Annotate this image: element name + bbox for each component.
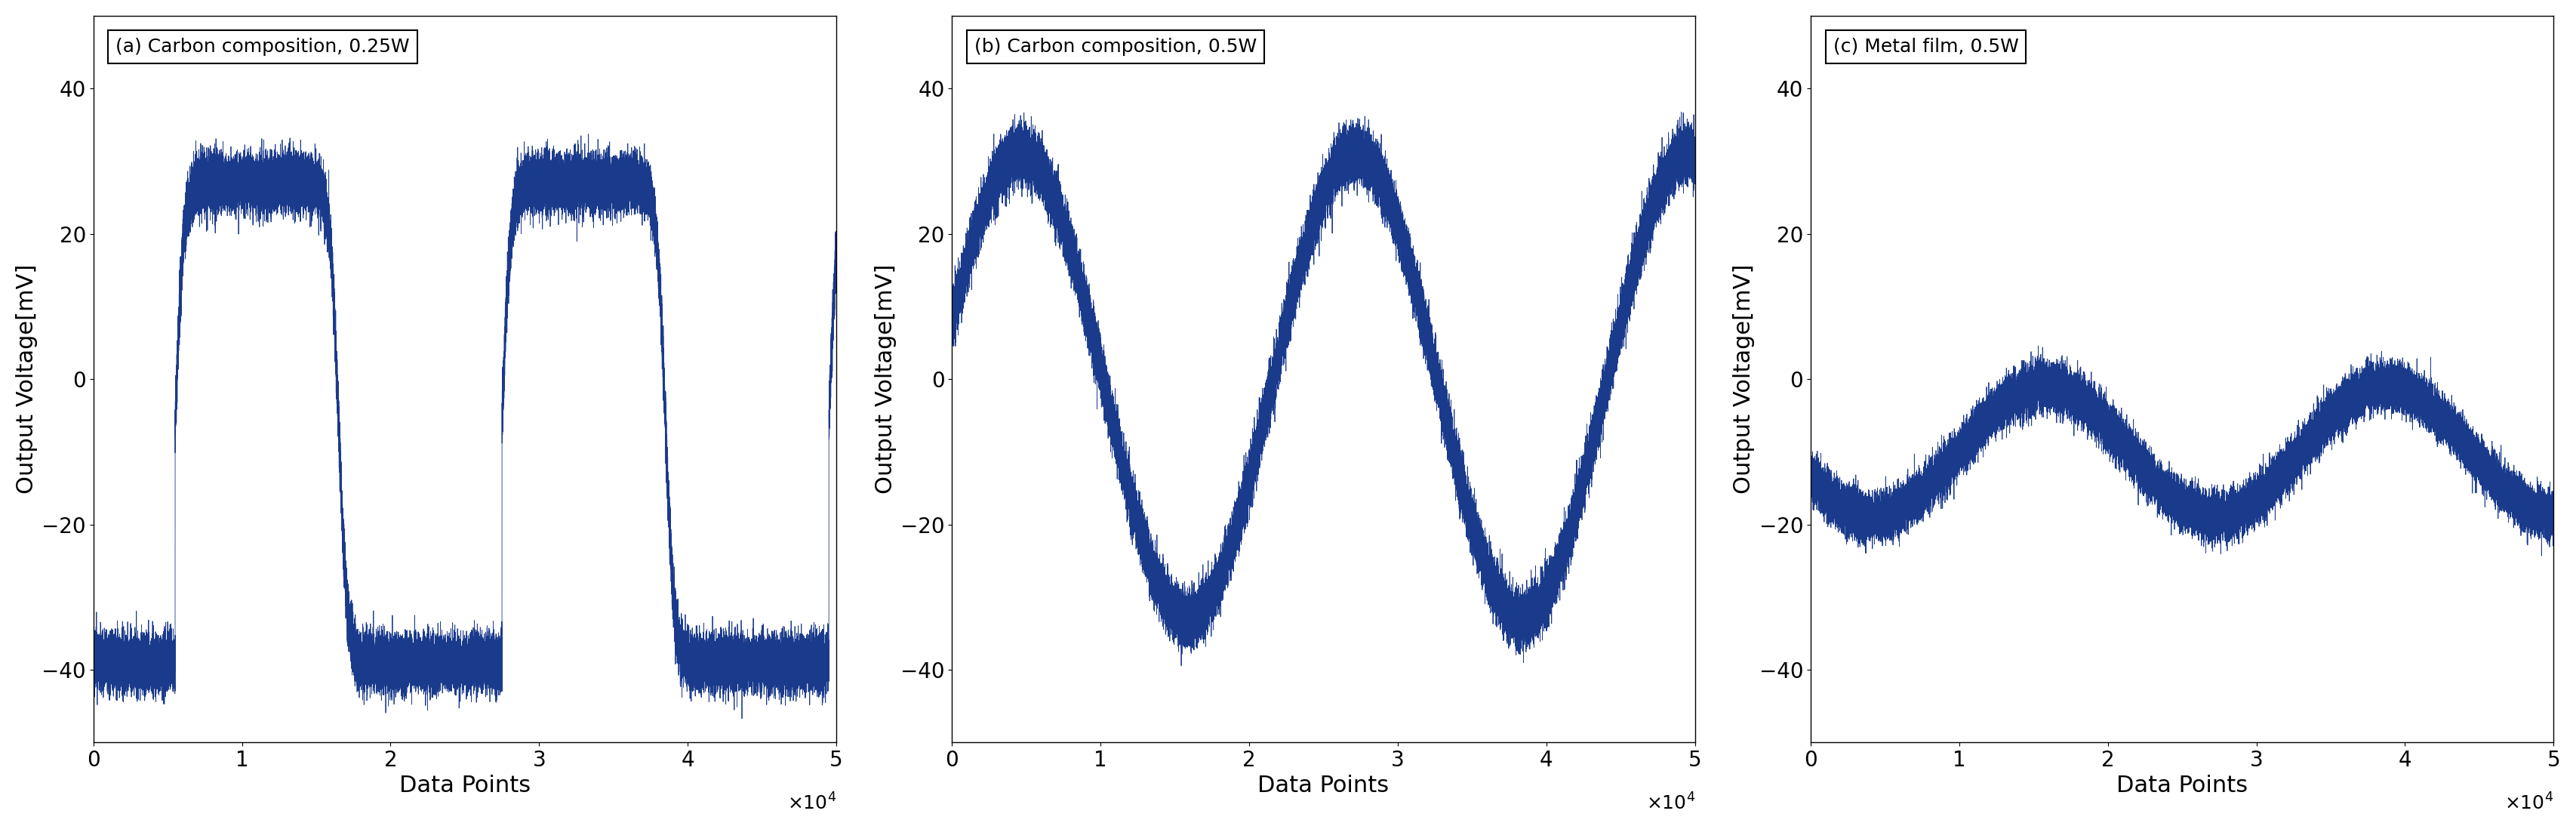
Y-axis label: Output Voltage[mV]: Output Voltage[mV] — [15, 264, 39, 494]
Text: (b) Carbon composition, 0.5W: (b) Carbon composition, 0.5W — [974, 38, 1257, 56]
Text: $\times10^4$: $\times10^4$ — [788, 793, 837, 814]
Text: $\times10^4$: $\times10^4$ — [1646, 793, 1695, 814]
X-axis label: Data Points: Data Points — [1257, 775, 1388, 797]
Text: (c) Metal film, 0.5W: (c) Metal film, 0.5W — [1834, 38, 2020, 56]
X-axis label: Data Points: Data Points — [2117, 775, 2249, 797]
X-axis label: Data Points: Data Points — [399, 775, 531, 797]
Text: (a) Carbon composition, 0.25W: (a) Carbon composition, 0.25W — [116, 38, 410, 56]
Y-axis label: Output Voltage[mV]: Output Voltage[mV] — [1734, 264, 1754, 494]
Y-axis label: Output Voltage[mV]: Output Voltage[mV] — [873, 264, 896, 494]
Text: $\times10^4$: $\times10^4$ — [2504, 793, 2553, 814]
